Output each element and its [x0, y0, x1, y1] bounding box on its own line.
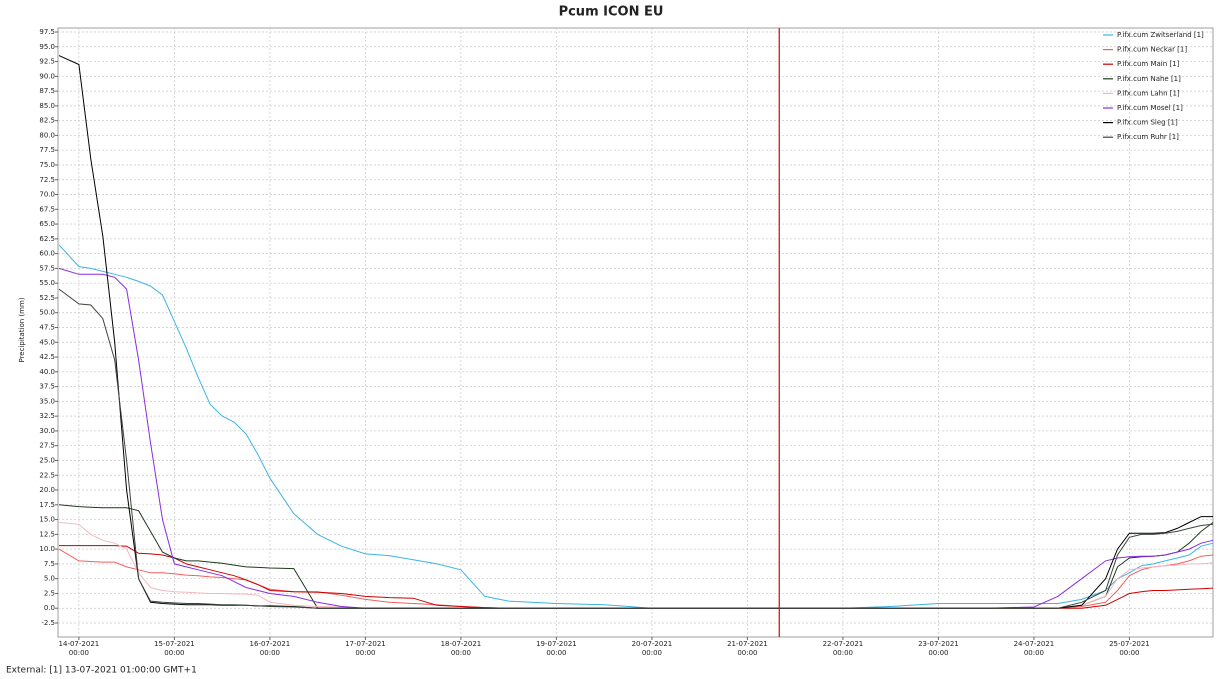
- y-tick-label: 72.5: [39, 176, 55, 184]
- x-tick-label-box: 19-07-2021 00:00: [536, 640, 577, 657]
- x-tick-label: 24-07-2021 00:00: [1013, 640, 1055, 657]
- y-tick-label: 67.5: [39, 205, 55, 213]
- y-tick-label: 60.0: [39, 250, 55, 258]
- x-tick-label-box: 21-07-2021 00:00: [727, 640, 768, 657]
- y-tick-label: 15.0: [39, 516, 55, 524]
- y-tick-label: 27.5: [39, 442, 55, 450]
- y-tick-label: 20.0: [39, 486, 55, 494]
- y-tick-label: 32.5: [39, 412, 55, 420]
- y-tick-label: 40.0: [39, 368, 55, 376]
- legend-label: P.ifx.cum Lahn [1]: [1117, 89, 1180, 97]
- y-tick-label: 90.0: [39, 72, 55, 80]
- x-tick-label: 14-07-2021 00:00: [58, 640, 100, 657]
- y-tick-label: 55.0: [39, 279, 55, 287]
- legend-label: P.ifx.cum Ruhr [1]: [1117, 133, 1179, 141]
- series-line: [59, 545, 1214, 609]
- x-tick-label: 17-07-2021 00:00: [345, 640, 386, 657]
- x-tick-label: 20-07-2021 00:00: [631, 640, 673, 657]
- x-tick-label-box: 20-07-2021 00:00: [631, 640, 673, 657]
- y-tick-label: 7.5: [44, 560, 55, 568]
- y-tick-label: 47.5: [39, 324, 55, 332]
- x-tick-label: 18-07-2021 00:00: [440, 640, 482, 657]
- y-tick-label: 42.5: [39, 353, 55, 361]
- y-tick-label: 57.5: [39, 264, 55, 272]
- y-tick-label: 35.0: [39, 397, 55, 405]
- x-tick-label-box: 25-07-2021 00:00: [1109, 640, 1150, 657]
- y-tick-label: 2.5: [44, 589, 55, 597]
- y-tick-label: 12.5: [39, 530, 55, 538]
- y-tick-label: 50.0: [39, 309, 55, 317]
- y-tick-label: 95.0: [39, 43, 55, 51]
- y-tick-label: 10.0: [39, 545, 55, 553]
- x-tick-label-box: 23-07-2021 00:00: [918, 640, 959, 657]
- series-line: [58, 288, 1214, 609]
- x-tick-label-box: 22-07-2021 00:00: [822, 640, 864, 657]
- x-tick-label: 21-07-2021 00:00: [727, 640, 768, 657]
- series-line: [58, 244, 1214, 609]
- y-tick-label: 62.5: [39, 235, 55, 243]
- grid: [58, 28, 1213, 637]
- y-tick-label: 82.5: [39, 117, 55, 125]
- legend-label: P.ifx.cum Sieg [1]: [1117, 119, 1178, 127]
- x-tick-label: 25-07-2021 00:00: [1109, 640, 1150, 657]
- y-tick-label: 25.0: [39, 456, 55, 464]
- y-tick-label: 97.5: [39, 28, 55, 36]
- legend-label: P.ifx.cum Neckar [1]: [1117, 46, 1187, 54]
- y-tick-label: -2.5: [41, 619, 55, 627]
- footer: External: [1] 13-07-2021 01:00:00 GMT+1: [6, 666, 197, 676]
- x-tick-label: 16-07-2021 00:00: [249, 640, 291, 657]
- x-tick-label-box: 24-07-2021 00:00: [1013, 640, 1055, 657]
- y-tick-label: 52.5: [39, 294, 55, 302]
- y-tick-label: 70.0: [39, 191, 55, 199]
- x-tick-label-box: 16-07-2021 00:00: [249, 640, 291, 657]
- y-tick-label: 85.0: [39, 102, 55, 110]
- x-tick-label-box: 17-07-2021 00:00: [345, 640, 386, 657]
- y-axis-label: Precipitation (mm): [18, 297, 26, 362]
- y-tick-label: 75.0: [39, 161, 55, 169]
- x-tick-label-box: 15-07-2021 00:00: [154, 640, 195, 657]
- y-tick-label: 77.5: [39, 146, 55, 154]
- legend-label: P.ifx.cum Main [1]: [1117, 60, 1180, 68]
- y-tick-label: 22.5: [39, 471, 55, 479]
- x-tick-label: 22-07-2021 00:00: [822, 640, 864, 657]
- x-tick-label: 19-07-2021 00:00: [536, 640, 577, 657]
- x-tick-label: 15-07-2021 00:00: [154, 640, 195, 657]
- y-tick-label: 5.0: [44, 575, 55, 583]
- y-tick-label: 37.5: [39, 383, 55, 391]
- y-tick-label: 0.0: [44, 604, 55, 612]
- y-tick-label: 80.0: [39, 131, 55, 139]
- y-tick-label: 92.5: [39, 58, 55, 66]
- x-tick-label: 23-07-2021 00:00: [918, 640, 959, 657]
- legend-label: P.ifx.cum Zwitserland [1]: [1117, 31, 1204, 39]
- y-tick-label: 30.0: [39, 427, 55, 435]
- chart-title: Pcum ICON EU: [559, 5, 664, 20]
- y-tick-label: 45.0: [39, 338, 55, 346]
- y-tick-label: 17.5: [39, 501, 55, 509]
- x-tick-label-box: 14-07-2021 00:00: [58, 640, 100, 657]
- x-tick-label-box: 18-07-2021 00:00: [440, 640, 482, 657]
- y-tick-label: 87.5: [39, 87, 55, 95]
- legend-label: P.ifx.cum Nahe [1]: [1117, 75, 1181, 83]
- plot-frame: [57, 27, 1214, 638]
- legend-label: P.ifx.cum Mosel [1]: [1117, 104, 1183, 112]
- y-tick-label: 65.0: [39, 220, 55, 228]
